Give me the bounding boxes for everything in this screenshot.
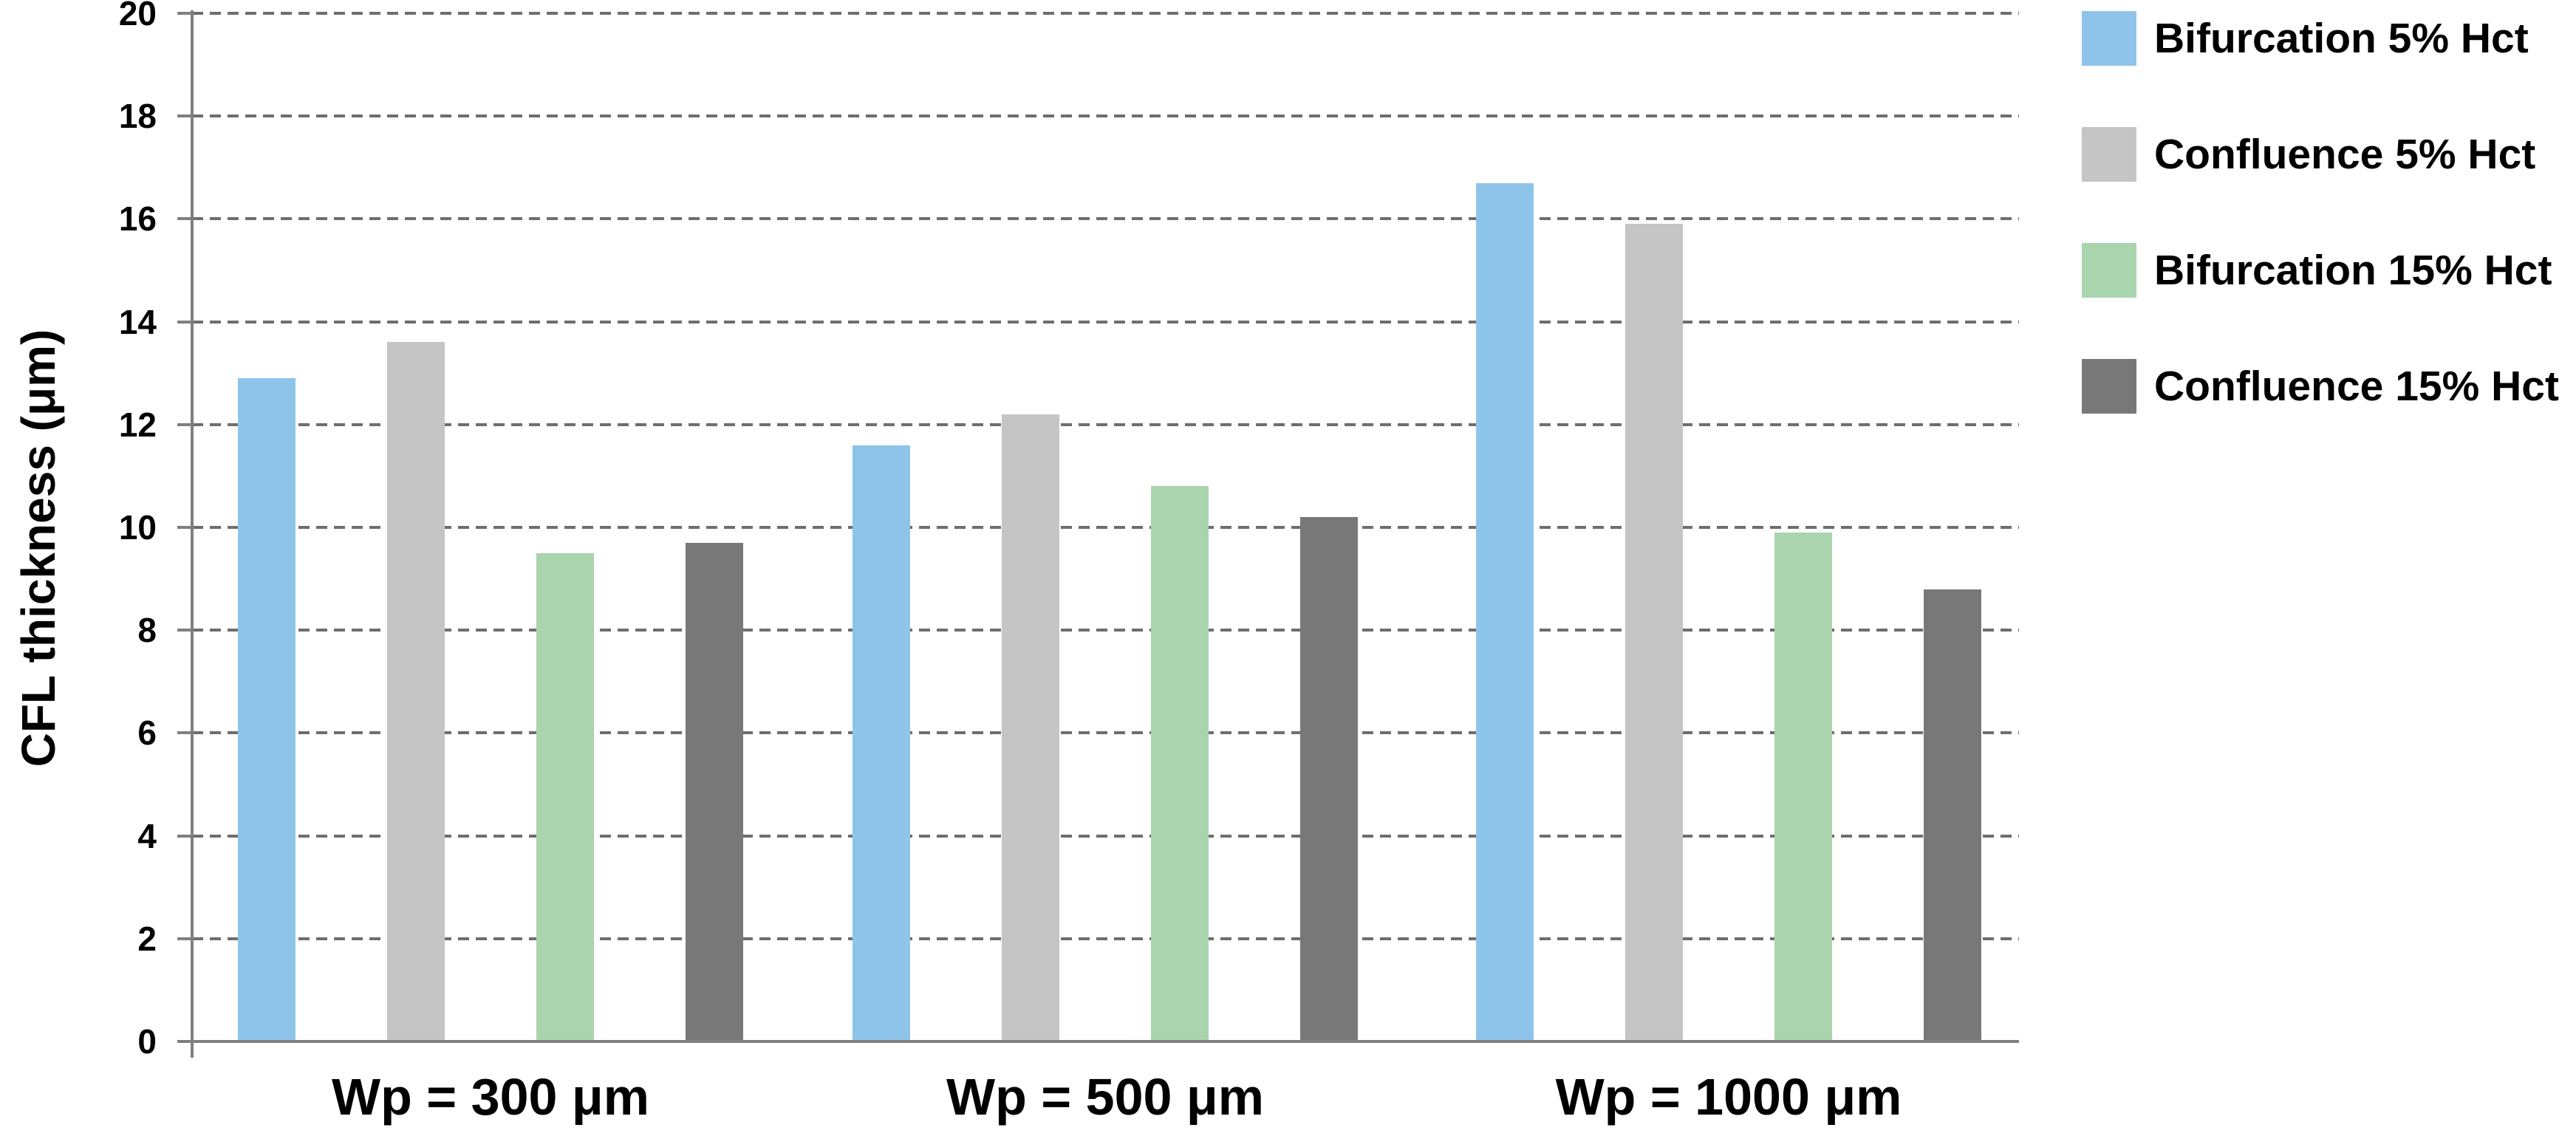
- bar-series1-group0: [387, 342, 445, 1041]
- y-axis-tick-16: [177, 217, 192, 221]
- legend-swatch-0: [2082, 11, 2136, 66]
- legend-label-2: Bifurcation 15% Hct: [2154, 247, 2552, 294]
- category-label-1: Wp = 500 μm: [946, 1068, 1264, 1126]
- gridline-18: [192, 114, 2019, 118]
- gridline-16: [192, 217, 2019, 221]
- y-axis-tick-4: [177, 834, 192, 838]
- y-axis-tick-6: [177, 731, 192, 735]
- y-tick-label-20: 20: [118, 0, 157, 32]
- y-axis-tick-0: [177, 1040, 192, 1043]
- gridline-8: [192, 629, 2019, 632]
- y-axis-tick-14: [177, 320, 192, 324]
- bar-series3-group1: [1300, 517, 1358, 1041]
- bar-series1-group1: [1002, 414, 1059, 1041]
- bar-series3-group2: [1924, 589, 1981, 1041]
- legend-swatch-3: [2082, 359, 2136, 414]
- bar-series0-group2: [1476, 183, 1534, 1041]
- bar-series2-group0: [536, 553, 594, 1041]
- y-tick-label-8: 8: [137, 611, 157, 650]
- y-tick-label-16: 16: [118, 199, 157, 239]
- y-tick-label-10: 10: [118, 508, 157, 547]
- gridline-12: [192, 422, 2019, 426]
- gridline-10: [192, 526, 2019, 529]
- y-axis-tick-10: [177, 526, 192, 529]
- gridline-4: [192, 834, 2019, 838]
- legend-label-0: Bifurcation 5% Hct: [2154, 15, 2529, 62]
- y-tick-label-14: 14: [118, 302, 157, 341]
- gridline-6: [192, 731, 2019, 735]
- gridline-14: [192, 320, 2019, 324]
- legend-swatch-1: [2082, 127, 2136, 182]
- y-tick-label-2: 2: [137, 919, 157, 958]
- y-axis-tick-20: [177, 12, 192, 15]
- y-axis-line: [191, 10, 194, 1058]
- legend-swatch-2: [2082, 243, 2136, 298]
- category-label-0: Wp = 300 μm: [332, 1068, 649, 1126]
- y-tick-label-12: 12: [118, 405, 157, 444]
- y-axis-tick-2: [177, 937, 192, 940]
- y-tick-label-4: 4: [137, 816, 157, 855]
- bar-series1-group2: [1625, 224, 1683, 1041]
- bar-series0-group1: [853, 445, 910, 1041]
- y-axis-tick-8: [177, 629, 192, 632]
- y-axis-tick-12: [177, 422, 192, 426]
- gridline-20: [192, 12, 2019, 15]
- category-label-2: Wp = 1000 μm: [1555, 1068, 1902, 1126]
- bar-series2-group2: [1774, 533, 1832, 1041]
- y-tick-label-18: 18: [118, 97, 157, 136]
- legend: Bifurcation 5% Hct Confluence 5% Hct Bifur…: [2082, 0, 2576, 443]
- bar-series2-group1: [1151, 486, 1209, 1041]
- y-tick-label-6: 6: [137, 714, 157, 753]
- bar-series0-group0: [238, 378, 295, 1041]
- legend-label-1: Confluence 5% Hct: [2154, 131, 2536, 178]
- y-axis-tick-18: [177, 114, 192, 118]
- bar-series3-group0: [686, 543, 743, 1041]
- legend-label-3: Confluence 15% Hct: [2154, 363, 2559, 410]
- x-axis-line: [192, 1040, 2019, 1043]
- y-tick-label-0: 0: [137, 1022, 157, 1061]
- gridline-2: [192, 937, 2019, 940]
